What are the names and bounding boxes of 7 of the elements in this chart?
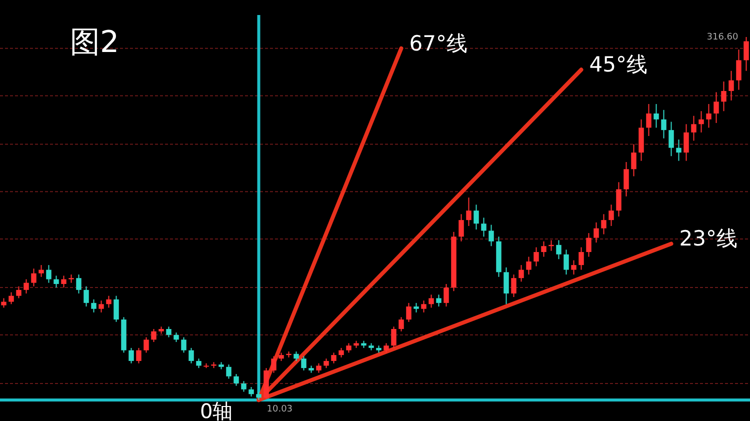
- series-label: 45°线: [589, 52, 648, 77]
- annotation: 316.60: [706, 32, 739, 42]
- chart-title: 图2: [70, 25, 120, 60]
- series-label: 23°线: [679, 226, 738, 251]
- series-label: 67°线: [409, 31, 468, 56]
- ref-line-label: 0轴: [200, 399, 233, 421]
- annotation: 10.03: [266, 404, 293, 414]
